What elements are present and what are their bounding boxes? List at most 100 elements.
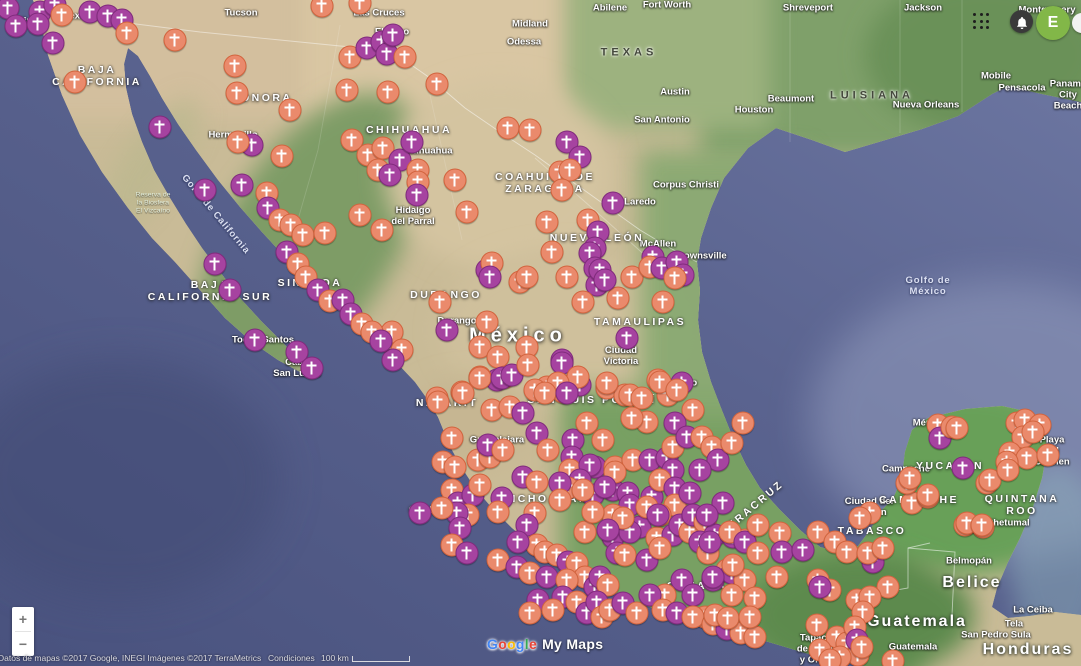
cross-marker[interactable] — [648, 536, 672, 560]
cross-marker[interactable] — [1021, 420, 1045, 444]
cross-marker[interactable] — [731, 411, 755, 435]
cross-marker[interactable] — [581, 500, 605, 524]
cross-marker[interactable] — [533, 381, 557, 405]
cross-marker[interactable] — [738, 605, 762, 629]
google-mymaps-logo[interactable]: Google My Maps — [487, 636, 603, 652]
zoom-out-button[interactable]: − — [12, 632, 34, 656]
cross-marker[interactable] — [571, 478, 595, 502]
cross-marker[interactable] — [435, 318, 459, 342]
cross-marker[interactable] — [595, 371, 619, 395]
cross-marker[interactable] — [593, 475, 617, 499]
cross-marker[interactable] — [515, 265, 539, 289]
cross-marker[interactable] — [218, 278, 242, 302]
cross-marker[interactable] — [223, 54, 247, 78]
cross-marker[interactable] — [443, 455, 467, 479]
cross-marker[interactable] — [711, 491, 735, 515]
cross-marker[interactable] — [243, 328, 267, 352]
cross-marker[interactable] — [440, 426, 464, 450]
cross-marker[interactable] — [746, 513, 770, 537]
cross-marker[interactable] — [478, 265, 502, 289]
cross-marker[interactable] — [486, 500, 510, 524]
cross-marker[interactable] — [486, 548, 510, 572]
account-avatar[interactable]: E — [1036, 6, 1070, 40]
cross-marker[interactable] — [716, 606, 740, 630]
cross-marker[interactable] — [871, 536, 895, 560]
cross-marker[interactable] — [300, 356, 324, 380]
cross-marker[interactable] — [400, 130, 424, 154]
cross-marker[interactable] — [496, 116, 520, 140]
cross-marker[interactable] — [408, 501, 432, 525]
cross-marker[interactable] — [720, 431, 744, 455]
cross-marker[interactable] — [443, 168, 467, 192]
cross-marker[interactable] — [381, 23, 405, 47]
cross-marker[interactable] — [613, 543, 637, 567]
apps-grid-icon[interactable] — [973, 13, 990, 30]
cross-marker[interactable] — [285, 340, 309, 364]
cross-marker[interactable] — [381, 348, 405, 372]
cross-marker[interactable] — [848, 506, 872, 530]
cross-marker[interactable] — [558, 158, 582, 182]
cross-marker[interactable] — [455, 541, 479, 565]
cross-marker[interactable] — [203, 252, 227, 276]
terms-link[interactable]: Condiciones — [268, 653, 315, 663]
cross-marker[interactable] — [593, 268, 617, 292]
cross-marker[interactable] — [743, 586, 767, 610]
cross-marker[interactable] — [425, 72, 449, 96]
cross-marker[interactable] — [405, 183, 429, 207]
cross-marker[interactable] — [996, 458, 1020, 482]
cross-marker[interactable] — [63, 70, 87, 94]
cross-marker[interactable] — [770, 540, 794, 564]
cross-marker[interactable] — [596, 573, 620, 597]
cross-marker[interactable] — [148, 115, 172, 139]
cross-marker[interactable] — [768, 521, 792, 545]
cross-marker[interactable] — [555, 265, 579, 289]
cross-marker[interactable] — [698, 530, 722, 554]
cross-marker[interactable] — [506, 530, 530, 554]
cross-marker[interactable] — [765, 565, 789, 589]
cross-marker[interactable] — [606, 286, 630, 310]
cross-marker[interactable] — [681, 398, 705, 422]
cross-marker[interactable] — [348, 0, 372, 15]
cross-marker[interactable] — [310, 0, 334, 18]
cross-marker[interactable] — [278, 98, 302, 122]
cross-marker[interactable] — [518, 601, 542, 625]
cross-marker[interactable] — [555, 381, 579, 405]
cross-marker[interactable] — [430, 496, 454, 520]
cross-marker[interactable] — [163, 28, 187, 52]
cross-marker[interactable] — [475, 310, 499, 334]
notifications-button[interactable] — [1010, 10, 1033, 33]
cross-marker[interactable] — [550, 178, 574, 202]
cross-marker[interactable] — [945, 416, 969, 440]
cross-marker[interactable] — [548, 488, 572, 512]
cross-marker[interactable] — [678, 481, 702, 505]
cross-marker[interactable] — [620, 406, 644, 430]
cross-marker[interactable] — [541, 598, 565, 622]
cross-marker[interactable] — [625, 601, 649, 625]
cross-marker[interactable] — [591, 428, 615, 452]
edge-partial-button[interactable] — [1072, 13, 1081, 33]
cross-marker[interactable] — [340, 128, 364, 152]
cross-marker[interactable] — [596, 518, 620, 542]
cross-marker[interactable] — [651, 290, 675, 314]
cross-marker[interactable] — [615, 326, 639, 350]
cross-marker[interactable] — [376, 80, 400, 104]
cross-marker[interactable] — [665, 378, 689, 402]
cross-marker[interactable] — [426, 390, 450, 414]
cross-marker[interactable] — [226, 130, 250, 154]
cross-marker[interactable] — [573, 520, 597, 544]
cross-marker[interactable] — [516, 353, 540, 377]
cross-marker[interactable] — [50, 3, 74, 27]
cross-marker[interactable] — [601, 191, 625, 215]
cross-marker[interactable] — [808, 575, 832, 599]
cross-marker[interactable] — [951, 456, 975, 480]
cross-marker[interactable] — [193, 178, 217, 202]
cross-marker[interactable] — [791, 538, 815, 562]
cross-marker[interactable] — [620, 265, 644, 289]
cross-marker[interactable] — [230, 173, 254, 197]
cross-marker[interactable] — [451, 381, 475, 405]
cross-marker[interactable] — [4, 14, 28, 38]
cross-marker[interactable] — [540, 240, 564, 264]
cross-marker[interactable] — [313, 221, 337, 245]
cross-marker[interactable] — [371, 136, 395, 160]
